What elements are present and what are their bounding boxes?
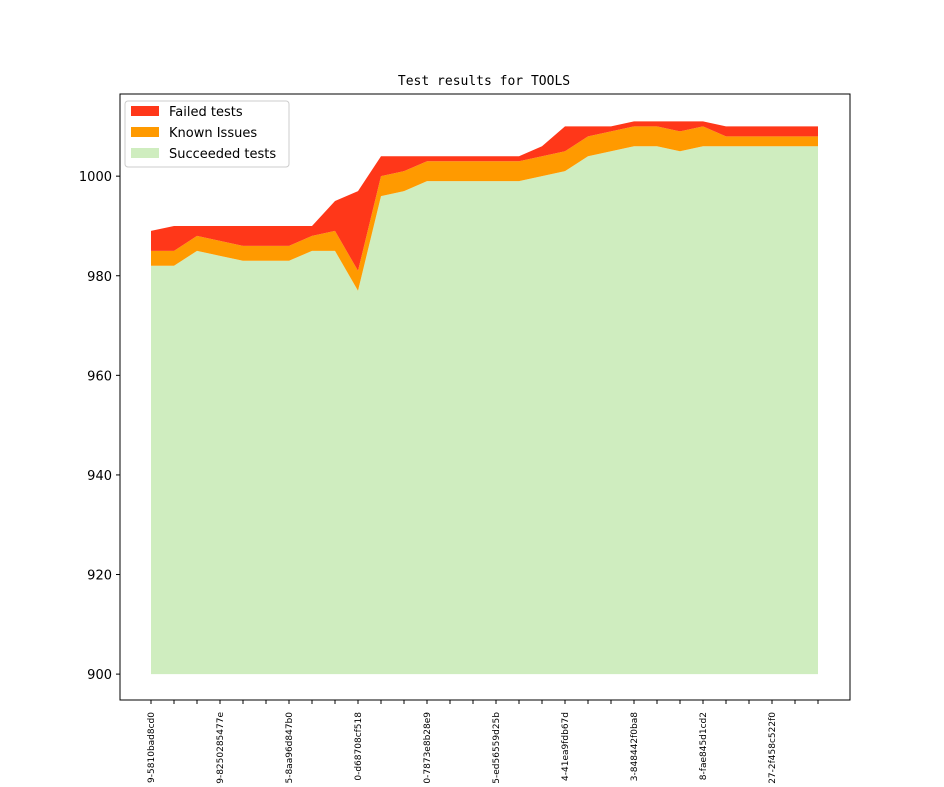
x-tick-label: 8-fae845d1cd2 xyxy=(699,712,709,780)
plot-frame xyxy=(119,93,851,701)
x-tick-label: 27-2f458c522f0 xyxy=(768,712,778,784)
x-tick-label: 4-41ea9fdb67d xyxy=(561,712,571,781)
y-tick-label: 920 xyxy=(87,569,112,584)
area xyxy=(151,146,818,675)
area xyxy=(151,121,818,271)
x-tick-label: 3-848442f0ba8 xyxy=(630,712,640,781)
chart-title: Test results for TOOLS xyxy=(398,74,570,89)
legend-swatch xyxy=(131,106,159,116)
y-tick-label: 900 xyxy=(87,668,112,683)
legend-swatch xyxy=(131,127,159,137)
x-tick-label: 0-7873e8b28e9 xyxy=(423,712,433,784)
x-tick-label: 5-ed56559d25b xyxy=(492,712,502,784)
legend-box xyxy=(124,100,290,168)
y-tick-label: 940 xyxy=(87,469,112,484)
legend: Failed tests Known Issues Succeeded tests xyxy=(124,100,290,168)
x-tick-label: 9-8250285477e xyxy=(216,712,226,784)
area xyxy=(151,126,818,291)
x-tick-label: 0-d68708cf518 xyxy=(354,712,364,781)
legend-swatch xyxy=(131,148,159,158)
legend-label: Failed tests xyxy=(169,105,243,120)
y-tick-label: 960 xyxy=(87,369,112,384)
y-tick-label: 1000 xyxy=(79,170,112,185)
legend-label: Known Issues xyxy=(169,126,257,141)
y-tick-label: 980 xyxy=(87,270,112,285)
x-tick-label: 5-8aa96d847b0 xyxy=(285,712,295,784)
x-tick-label: 9-5810bad8cd0 xyxy=(147,712,157,783)
legend-label: Succeeded tests xyxy=(169,147,276,162)
